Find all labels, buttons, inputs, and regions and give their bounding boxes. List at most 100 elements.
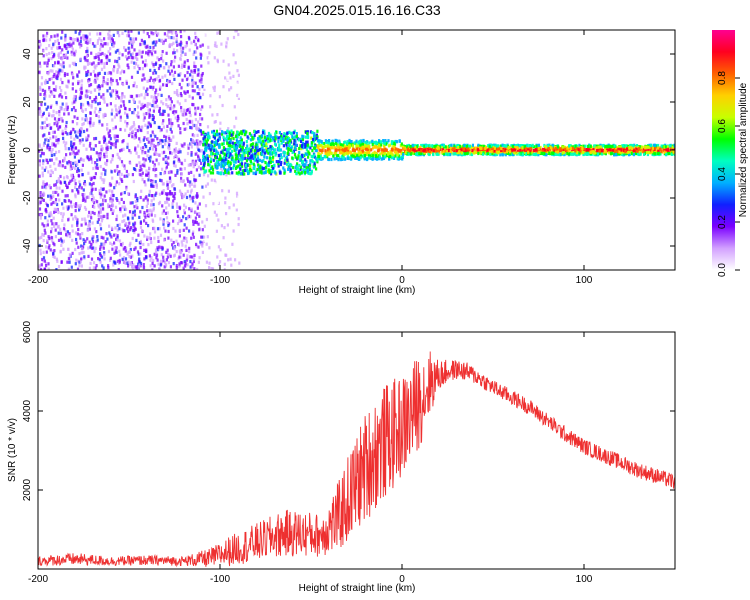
spectrogram-cell [230, 263, 233, 267]
spectrogram-cell [69, 161, 72, 165]
spectrogram-cell [353, 141, 356, 145]
spectrogram-cell [74, 204, 77, 208]
spectrogram-cell [101, 217, 104, 221]
spectrogram-cell [239, 148, 243, 152]
spectrogram-cell [106, 123, 109, 127]
spectrogram-cell [191, 75, 194, 79]
spectrogram-cell [309, 146, 312, 150]
spectrogram-cell [126, 34, 129, 38]
spectrogram-cell [40, 76, 44, 80]
spectrogram-cell [109, 137, 112, 141]
spectrogram-cell [203, 33, 206, 37]
spectrogram-cell [86, 49, 89, 53]
spectrogram-cell [208, 144, 211, 148]
spectrogram-cell [402, 153, 405, 157]
spectrogram-cell [162, 125, 165, 129]
spectrogram-cell [63, 73, 66, 78]
spectrogram-cell [175, 38, 178, 42]
spectrogram-cell [151, 117, 154, 121]
spectrogram-cell [204, 146, 207, 150]
spectrogram-cell [155, 99, 158, 103]
spectrogram-cell [319, 139, 322, 143]
spectrogram-cell [259, 158, 262, 162]
spectrogram-cell [373, 150, 376, 154]
spectrogram-cell [111, 154, 114, 158]
spectrogram-cell [54, 235, 57, 239]
spectrogram-cell [138, 52, 141, 56]
spectrogram-cell [296, 162, 299, 166]
spectrogram-cell [138, 168, 141, 172]
spectrogram-cell [139, 225, 143, 229]
spectrogram-cell [237, 94, 241, 98]
spectrogram-cell [101, 104, 104, 108]
spectrogram-cell [350, 154, 353, 158]
spectrogram-cell [39, 85, 42, 89]
spectrogram-cell [152, 96, 156, 100]
spectrogram-cell [65, 124, 68, 128]
spectrogram-cell [53, 162, 56, 166]
spectrogram-cell [215, 149, 218, 153]
spectrogram-cell [91, 199, 95, 203]
spectrogram-cell [218, 114, 221, 118]
spectrogram-cell [150, 199, 153, 203]
spectrogram-cell [152, 80, 155, 84]
spectrogram-cell [248, 151, 251, 156]
spectrogram-cell [304, 168, 307, 172]
spectrogram-cell [182, 266, 185, 270]
spectrogram-cell [44, 94, 47, 98]
spectrogram-cell [277, 136, 280, 140]
spectrogram-cell [118, 249, 121, 253]
spectrogram-cell [184, 45, 187, 49]
spectrogram-cell [84, 196, 88, 200]
spectrogram-cell [99, 48, 102, 52]
spectrogram-cell [117, 57, 120, 61]
spectrogram-cell [257, 130, 260, 134]
spectrogram-cell [352, 154, 355, 158]
spectrogram-cell [49, 235, 52, 239]
spectrogram-cell [296, 137, 299, 141]
spectrogram-cell [233, 186, 236, 190]
spectrogram-cell [164, 192, 167, 196]
spectrogram-cell [48, 237, 51, 241]
spectrogram-cell [165, 263, 168, 267]
spectrogram-cell [81, 173, 84, 177]
spectrogram-cell [117, 31, 120, 35]
spectrogram-cell [116, 82, 119, 86]
spectrogram-cell [183, 113, 186, 117]
spectrogram-cell [477, 143, 480, 147]
spectrogram-cell [169, 151, 172, 155]
spectrogram-cell [98, 119, 101, 123]
spectrogram-cell [122, 100, 125, 104]
spectrogram-cell [378, 148, 381, 152]
spectrogram-cell [206, 125, 210, 129]
spectrogram-cell [140, 55, 143, 59]
spectrogram-cell [103, 253, 106, 257]
spectrogram-cell [206, 157, 209, 161]
spectrogram-cell [177, 114, 180, 118]
spectrogram-cell [73, 100, 76, 104]
spectrogram-cell [74, 182, 77, 186]
spectrogram-cell [110, 94, 113, 98]
spectrogram-cell [89, 157, 92, 161]
spectrogram-cell [328, 139, 331, 143]
spectrogram-cell [52, 252, 55, 256]
spectrogram-cell [208, 33, 211, 37]
spectrogram-cell [124, 107, 127, 111]
spectrogram-cell [208, 169, 211, 173]
spectrogram-cell [304, 170, 307, 174]
spectrogram-cell [144, 103, 147, 107]
spectrogram-cell [182, 238, 185, 242]
spectrogram-cell [179, 167, 182, 171]
spectrogram-cell [229, 74, 232, 78]
spectrogram-cell [121, 179, 124, 183]
spectrogram-cell [135, 238, 138, 242]
spectrogram-cell [91, 237, 94, 241]
spectrogram-cell [229, 76, 232, 80]
spectrogram-cell [186, 263, 189, 267]
spectrogram-cell [225, 150, 228, 154]
spectrogram-cell [101, 147, 104, 151]
spectrogram-cell [239, 162, 242, 167]
spectrogram-cell [290, 131, 293, 136]
spectrogram-cell [286, 138, 289, 142]
